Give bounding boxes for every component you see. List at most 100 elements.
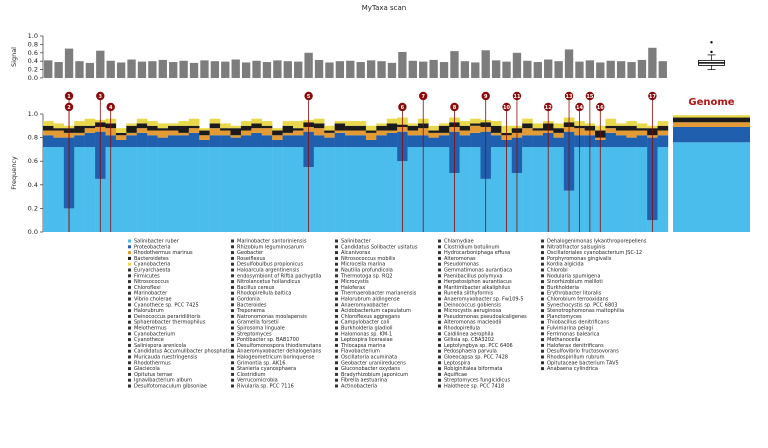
frequency-segment (220, 147, 231, 232)
frequency-segment (272, 130, 283, 136)
frequency-segment (553, 137, 565, 148)
frequency-segment (386, 118, 398, 124)
marker (575, 102, 584, 112)
marker-label: 11 (513, 94, 520, 100)
frequency-segment (470, 118, 481, 124)
legend-label: Salinispora arenicola (134, 343, 186, 349)
legend-swatch (231, 251, 234, 255)
legend-label: Rhodopirellula baltica (237, 291, 291, 297)
frequency-segment (407, 147, 419, 232)
legend-label: Halorubrum (134, 308, 164, 314)
legend-label: Leptospira (444, 360, 470, 366)
legend-swatch (438, 338, 441, 342)
frequency-segment (84, 128, 96, 133)
legend-swatch (128, 349, 131, 353)
marker (450, 102, 459, 112)
legend-label: Roseiflexus (237, 256, 266, 262)
legend-swatch (231, 384, 234, 388)
legend-label: Stanieria cyanosphaera (237, 366, 296, 372)
legend-swatch (438, 303, 441, 307)
signal-bar (408, 60, 417, 78)
marker (648, 91, 657, 101)
marker (585, 91, 595, 101)
frequency-segment (615, 125, 627, 131)
legend-label: Leptospira licerasiae (341, 337, 393, 343)
legend-label: Salinibacter (341, 239, 372, 245)
frequency-segment (313, 118, 325, 124)
genome-segment (673, 126, 750, 143)
legend-swatch (438, 314, 441, 318)
frequency-segment (459, 125, 471, 131)
frequency-segment (407, 130, 419, 136)
legend-label: Maritimibacter alkaliphilus (444, 285, 510, 291)
signal-bar (377, 61, 386, 78)
signal-bar (75, 61, 84, 78)
legend-swatch (438, 309, 441, 313)
legend-swatch (128, 378, 131, 382)
legend-label: Anabaena cylindrica (547, 366, 598, 372)
legend-swatch (335, 239, 338, 243)
frequency-segment (240, 135, 252, 148)
y-tick-label: 0.8 (28, 40, 38, 48)
frequency-segment (365, 125, 377, 131)
frequency-segment (53, 137, 65, 148)
legend-label: Candidatus Accumulibacter phosphatis (134, 349, 232, 355)
frequency-segment (251, 132, 262, 148)
legend-swatch (541, 367, 544, 371)
signal-bar (346, 60, 355, 78)
legend-label: Rhodothermus marinus (134, 250, 193, 256)
legend-swatch (128, 384, 131, 388)
legend-swatch (335, 332, 338, 336)
signal-bar (64, 48, 74, 78)
frequency-segment (230, 135, 242, 138)
legend-label: Synechocystis sp. PCC 6803 (547, 302, 617, 308)
legend-label: Proteobacteria (134, 244, 171, 250)
legend-label: Verrucomicrobia (237, 378, 278, 384)
signal-bar (335, 61, 345, 78)
frequency-segment (282, 147, 294, 232)
legend-swatch (335, 343, 338, 347)
legend-swatch (128, 314, 131, 318)
frequency-segment (626, 130, 637, 138)
legend-label: Kordia algicida (547, 262, 584, 268)
signal-bar (179, 60, 188, 78)
legend-swatch (128, 367, 131, 371)
signal-bar (471, 62, 480, 78)
legend-label: Alteromonas (444, 256, 476, 262)
legend-swatch (128, 245, 131, 249)
frequency-segment (147, 125, 158, 131)
frequency-segment (209, 118, 221, 124)
legend-swatch (541, 303, 544, 307)
frequency-segment (615, 135, 627, 148)
marker (106, 102, 115, 112)
y-tick-label: 0.4 (28, 181, 38, 189)
frequency-segment (438, 123, 450, 126)
signal-bar (606, 60, 615, 78)
legend-swatch (438, 332, 441, 336)
legend-label: Gramella forsetii (237, 320, 279, 326)
marker-label: 7 (421, 94, 425, 100)
frequency-segment (386, 147, 398, 232)
frequency-segment (199, 147, 210, 232)
legend-label: Bradyrhizobium japonicum (341, 372, 408, 378)
signal-bar (231, 59, 240, 78)
legend-label: Meiothermus (134, 326, 167, 332)
frequency-segment (157, 123, 169, 129)
frequency-segment (126, 132, 137, 136)
legend-label: Rhodothermus (134, 360, 171, 366)
legend-swatch (438, 297, 441, 301)
signal-bar (564, 49, 574, 78)
frequency-segment (334, 130, 346, 133)
frequency-segment (345, 121, 356, 126)
legend-swatch (231, 378, 234, 382)
legend-swatch (541, 314, 544, 318)
frequency-segment (376, 123, 387, 126)
signal-bar (137, 61, 147, 78)
marker-label: 17 (649, 94, 656, 100)
frequency-segment (522, 118, 533, 124)
legend-swatch (438, 378, 441, 382)
frequency-segment (84, 132, 96, 148)
frequency-segment (43, 130, 54, 136)
legend-label: Streptomyces fungicidicus (444, 378, 510, 384)
